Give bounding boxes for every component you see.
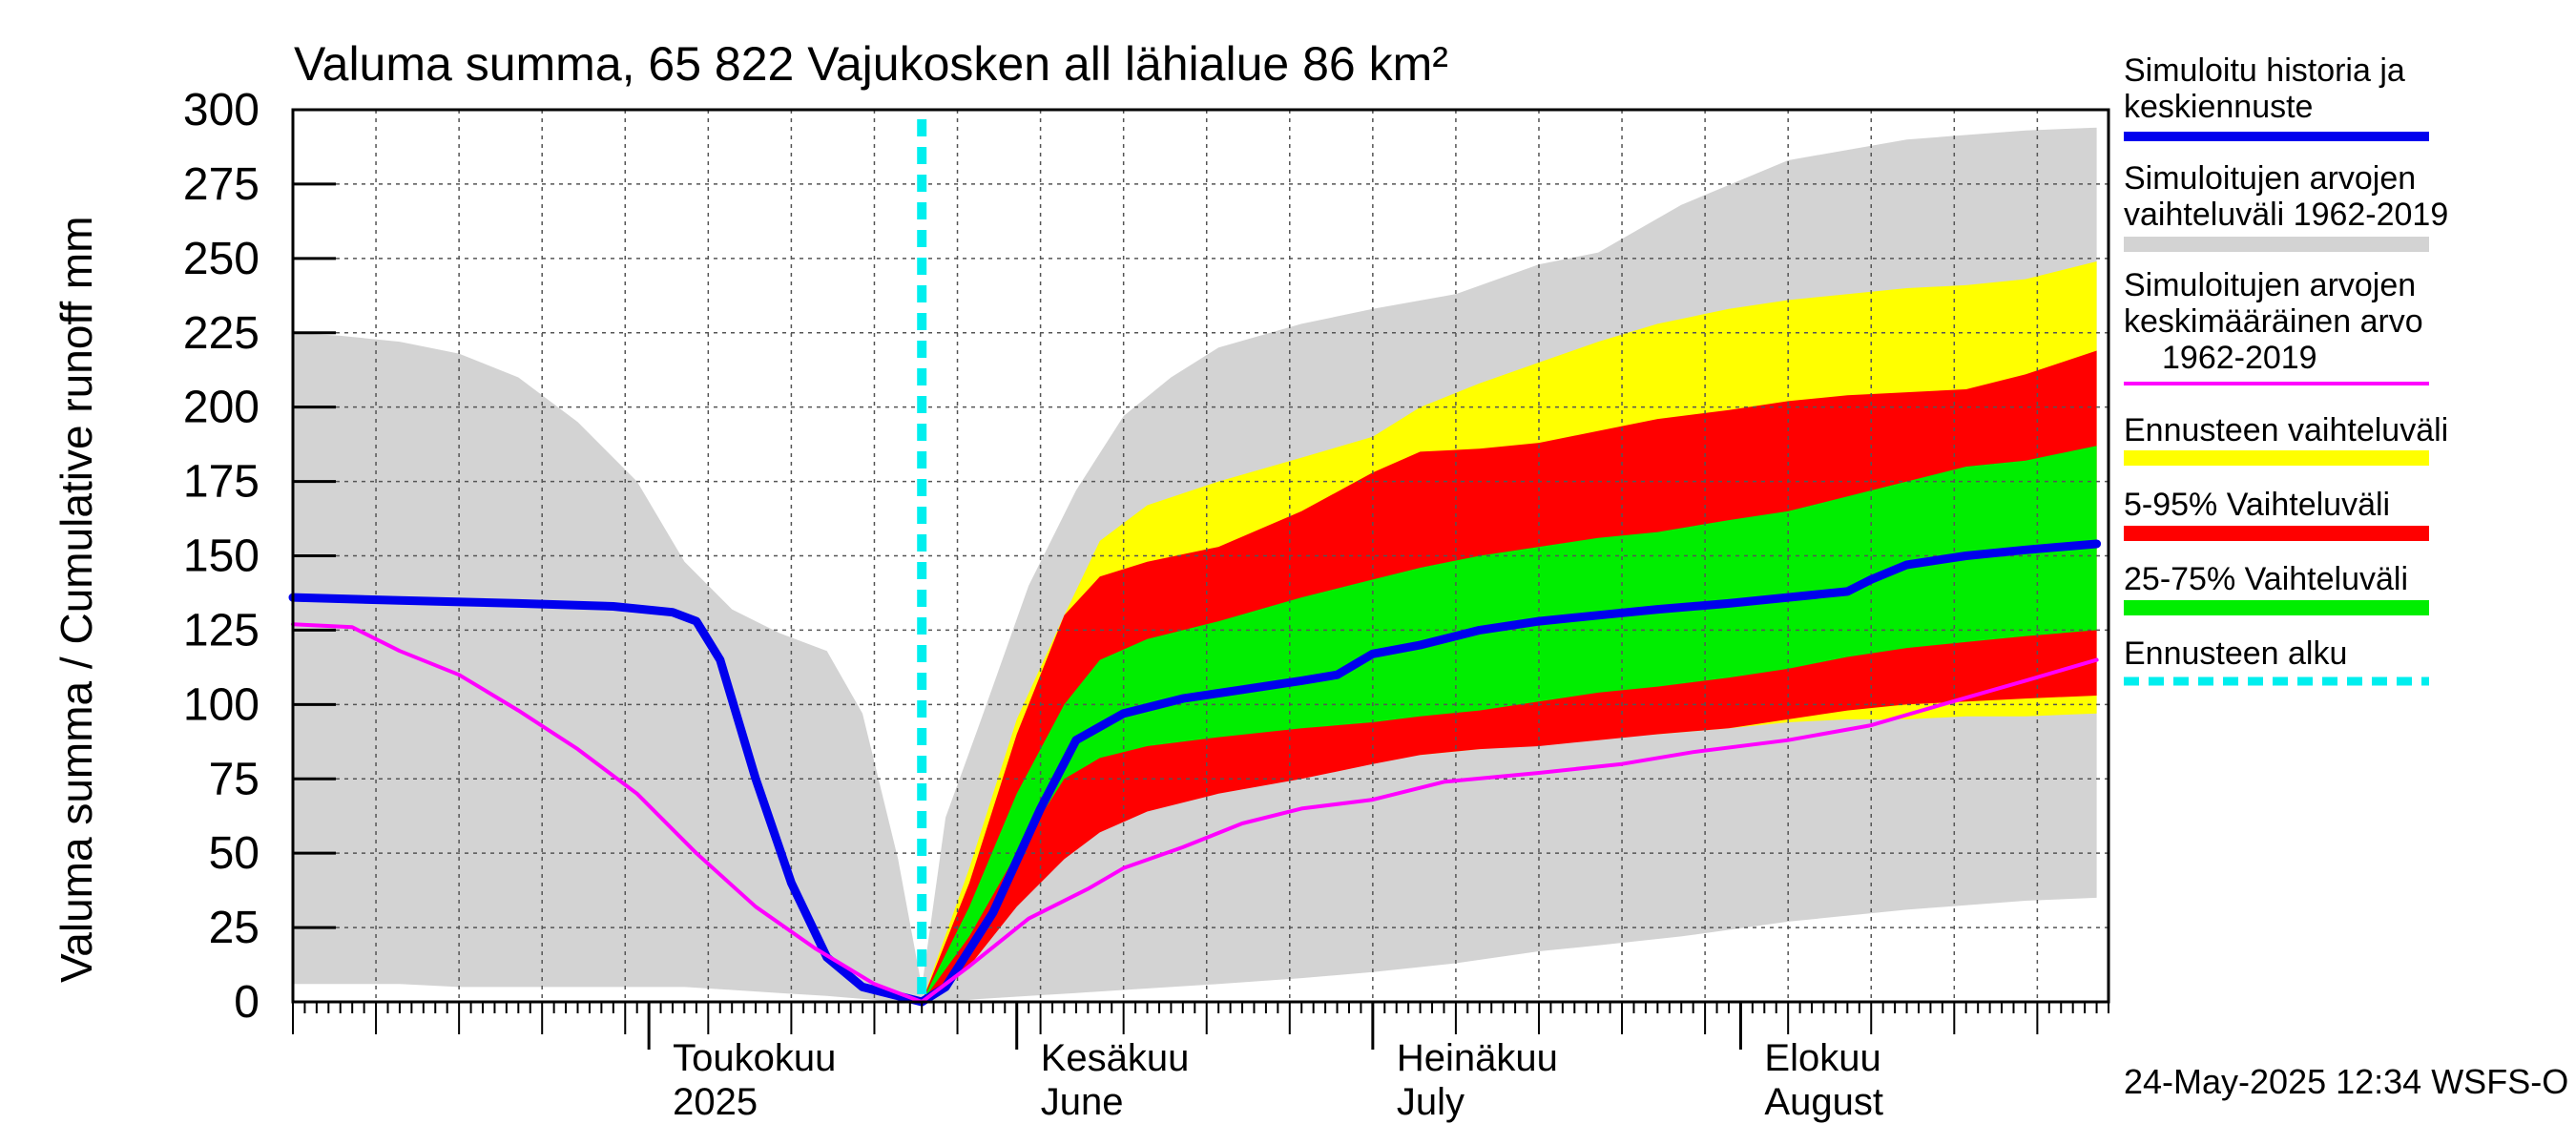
band-3 [922,446,2097,1002]
series-line-0 [288,539,2102,1007]
y-tick-label-275: 275 [183,159,260,210]
y-tick-label-150: 150 [183,531,260,582]
legend-label-5-0: 25-75% Vaihteluväli [2124,561,2408,597]
legend-label-1-0: Simuloitujen arvojen [2124,160,2416,197]
legend-label-0-0: Simuloitu historia ja [2124,52,2405,89]
bands-layer [293,127,2097,1002]
y-axis-label: Valuma summa / Cumulative runoff mm [52,216,101,983]
y-tick-label-0: 0 [234,977,260,1028]
grid-layer [293,110,2109,1002]
month-label-fi-3: Elokuu [1764,1037,1880,1079]
legend-swatch-4 [2124,526,2429,541]
month-label-en-0: 2025 [673,1081,758,1123]
y-tick-label-25: 25 [209,903,260,953]
month-label-fi-0: Toukokuu [673,1037,836,1079]
y-tick-label-125: 125 [183,605,260,656]
month-label-fi-2: Heinäkuu [1397,1037,1558,1079]
legend-label-4-0: 5-95% Vaihteluväli [2124,487,2390,523]
legend-label-1-1: vaihteluväli 1962-2019 [2124,197,2448,233]
legend-swatch-1 [2124,237,2429,252]
y-tick-label-75: 75 [209,754,260,804]
plot-area [288,108,2110,1007]
y-tick-label-250: 250 [183,234,260,284]
y-tick-label-225: 225 [183,308,260,359]
y-tick-label-100: 100 [183,679,260,730]
legend-label-2-2: 1962-2019 [2162,340,2317,376]
y-tick-label-200: 200 [183,383,260,433]
month-label-en-3: August [1764,1081,1883,1123]
series-layer [288,539,2102,1007]
legend-label-2-1: keskimääräinen arvo [2124,303,2423,340]
series-line-1 [291,622,2099,1004]
legend-swatch-5 [2124,600,2429,615]
timestamp: 24-May-2025 12:34 WSFS-O [2124,1062,2568,1101]
legend-label-2-0: Simuloitujen arvojen [2124,267,2416,303]
month-label-fi-1: Kesäkuu [1041,1037,1190,1079]
legend-label-0-1: keskiennuste [2124,89,2313,125]
y-tick-label-50: 50 [209,828,260,879]
legend-label-6-0: Ennusteen alku [2124,635,2347,672]
y-tick-label-175: 175 [183,457,260,508]
chart-title: Valuma summa, 65 822 Vajukosken all lähi… [294,37,1448,91]
y-tick-label-300: 300 [183,85,260,135]
month-label-en-1: June [1041,1081,1124,1123]
y-axis: 0 25 50 75 100 125 150 175 200 225 250 275 300 [183,85,336,1028]
legend-swatch-3 [2124,450,2429,466]
legend-label-3-0: Ennusteen vaihteluväli [2124,412,2448,448]
month-label-en-2: July [1397,1081,1465,1123]
